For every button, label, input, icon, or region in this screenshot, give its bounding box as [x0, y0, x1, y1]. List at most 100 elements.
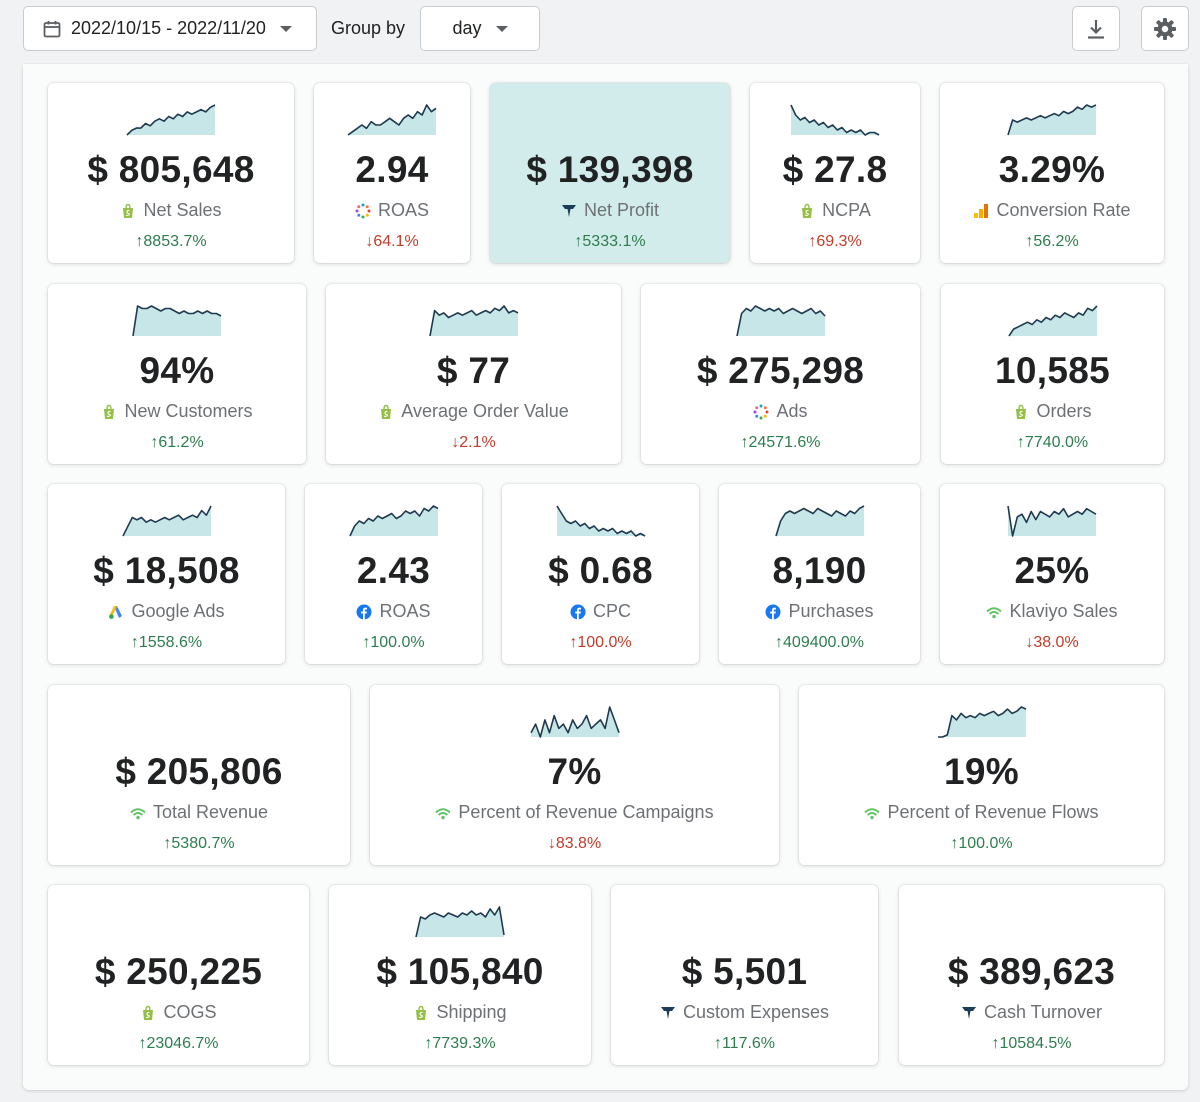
download-button[interactable] [1072, 6, 1120, 51]
triple-whale-icon [961, 1006, 976, 1019]
sparkline-line [555, 505, 645, 537]
metric-card[interactable]: 7% Percent of Revenue Campaigns ↓83.8% [370, 685, 779, 865]
sparkline-line [774, 505, 864, 537]
metric-label: Google Ads [131, 601, 225, 621]
metric-label: ROAS [379, 601, 431, 621]
metric-value: $ 18,508 [93, 550, 240, 591]
metric-label-row: Net Sales [48, 200, 294, 221]
sparkline-line [121, 505, 212, 537]
shopify-icon [104, 404, 115, 419]
metric-card[interactable]: $ 18,508 Google Ads ↑1558.6% [48, 484, 285, 664]
metric-change: ↑24571.6% [740, 434, 821, 451]
sparkline [1007, 305, 1098, 337]
dots-ring-icon [753, 404, 769, 419]
sparkline-line [126, 104, 216, 136]
metric-change: ↓64.1% [365, 233, 419, 250]
metric-card[interactable]: 2.43 ROAS ↑100.0% [305, 484, 482, 664]
metric-card[interactable]: $ 275,298 Ads ↑24571.6% [641, 284, 920, 464]
metric-card[interactable]: 3.29% Conversion Rate ↑56.2% [940, 83, 1164, 263]
sparkline-area [791, 105, 879, 135]
metric-card[interactable]: $ 5,501 Custom Expenses ↑117.6% [611, 885, 878, 1065]
metric-card[interactable]: 8,190 Purchases ↑409400.0% [719, 484, 920, 664]
sparkline [555, 505, 645, 537]
metric-label-row: Klaviyo Sales [940, 601, 1164, 622]
metric-label-row: Average Order Value [326, 401, 621, 422]
metric-card[interactable]: 25% Klaviyo Sales ↓38.0% [940, 484, 1164, 664]
metric-value: 8,190 [772, 550, 867, 591]
triple-whale-icon [660, 1006, 675, 1019]
sparkline-area [1008, 105, 1096, 135]
metric-card[interactable]: 19% Percent of Revenue Flows ↑100.0% [799, 685, 1164, 865]
facebook-icon [356, 604, 372, 619]
metric-card[interactable]: 94% New Customers ↑61.2% [48, 284, 306, 464]
sparkline [1007, 104, 1097, 136]
metric-card[interactable]: $ 389,623 Cash Turnover ↑10584.5% [899, 885, 1164, 1065]
metric-card[interactable]: $ 205,806 Total Revenue ↑5380.7% [48, 685, 350, 865]
metric-label-row: ROAS [305, 601, 482, 622]
metric-card[interactable]: $ 105,840 Shipping ↑7739.3% [329, 885, 591, 1065]
metric-label: Shipping [436, 1002, 507, 1022]
metric-change: ↑23046.7% [138, 1035, 219, 1052]
calendar-icon [43, 20, 61, 37]
metric-card[interactable]: 2.94 ROAS ↓64.1% [314, 83, 470, 263]
metric-change: ↑69.3% [808, 233, 862, 250]
metric-value: $ 27.8 [782, 149, 888, 190]
metric-card[interactable]: 10,585 Orders ↑7740.0% [941, 284, 1164, 464]
facebook-icon [570, 604, 586, 619]
metric-card[interactable]: $ 0.68 CPC ↑100.0% [502, 484, 699, 664]
facebook-icon [765, 604, 781, 619]
metric-value: $ 5,501 [681, 951, 808, 992]
metric-label-row: Ads [641, 401, 920, 422]
settings-button[interactable] [1141, 6, 1189, 51]
metric-change: ↑117.6% [713, 1035, 776, 1052]
sparkline-line [790, 104, 880, 136]
sparkline-line [735, 305, 826, 337]
metric-value: $ 389,623 [947, 951, 1116, 992]
metric-label-row: CPC [502, 601, 699, 622]
metric-card[interactable]: $ 139,398 Net Profit ↑5333.1% [490, 83, 730, 263]
metric-label: Average Order Value [401, 401, 569, 421]
sparkline [126, 104, 216, 136]
metric-value: 25% [1014, 550, 1090, 591]
metric-value: $ 139,398 [526, 149, 694, 190]
metric-value: 2.94 [355, 149, 429, 190]
sparkline-line [132, 305, 222, 337]
metric-card[interactable]: $ 805,648 Net Sales ↑8853.7% [48, 83, 294, 263]
metric-change: ↑61.2% [150, 434, 204, 451]
sparkline-area [127, 105, 215, 135]
metric-label: CPC [592, 601, 631, 621]
sparkline-line [347, 104, 437, 136]
sparkline-line [348, 505, 438, 537]
date-range-picker[interactable]: 2022/10/15 - 2022/11/20 [23, 6, 317, 51]
metric-label-row: New Customers [48, 401, 306, 422]
sparkline-line [1007, 505, 1097, 537]
sparkline [774, 505, 864, 537]
metric-value: $ 275,298 [696, 350, 865, 391]
chevron-down-icon [279, 25, 292, 32]
metric-label: Custom Expenses [682, 1002, 830, 1022]
chevron-down-icon [495, 25, 508, 32]
metric-label-row: Percent of Revenue Campaigns [370, 802, 779, 823]
metric-card[interactable]: $ 27.8 NCPA ↑69.3% [750, 83, 920, 263]
sparkline-line [428, 305, 518, 337]
metric-label-row: Orders [941, 401, 1164, 422]
group-by-select[interactable]: day [420, 6, 540, 51]
shopify-icon [123, 203, 134, 218]
metric-value: $ 0.68 [548, 550, 653, 591]
metric-value: 2.43 [356, 550, 431, 591]
metric-card[interactable]: $ 250,225 COGS ↑23046.7% [48, 885, 309, 1065]
sparkline-area [429, 306, 518, 336]
metric-label: Conversion Rate [996, 200, 1131, 220]
metric-label: NCPA [822, 200, 871, 220]
metric-label-row: Shipping [329, 1002, 591, 1023]
sparkline-line [415, 906, 505, 938]
metric-value: $ 105,840 [376, 951, 544, 992]
metric-change: ↑409400.0% [775, 634, 864, 651]
bar-chart-icon [974, 203, 989, 218]
metric-label: Ads [776, 401, 808, 421]
metric-card[interactable]: $ 77 Average Order Value ↓2.1% [326, 284, 621, 464]
wifi-icon [130, 807, 146, 819]
metric-change: ↑10584.5% [991, 1035, 1072, 1052]
metric-change: ↑100.0% [950, 835, 1013, 852]
sparkline-area [530, 707, 619, 737]
